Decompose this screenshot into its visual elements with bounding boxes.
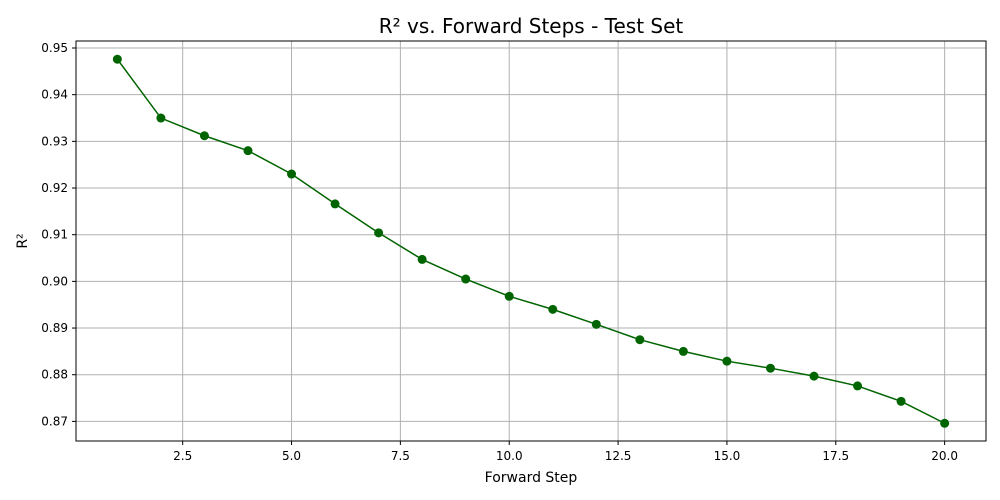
data-point: [199, 131, 209, 141]
y-tick-label: 0.93: [41, 134, 68, 148]
data-point: [678, 346, 688, 356]
plot-frame: [75, 40, 987, 442]
y-tick-label: 0.89: [41, 321, 68, 335]
x-tick-label: 15.0: [714, 449, 741, 463]
data-point: [417, 254, 427, 264]
series-line: [116, 58, 945, 424]
data-point: [548, 304, 558, 314]
ticks: 2.5 5.0 7.5 10.0 12.5 15.0 17.5 20.0 0.87 0.88 0.8…: [41, 41, 958, 463]
y-tick-label: 0.88: [41, 368, 68, 382]
y-tick-label: 0.91: [41, 228, 68, 242]
y-tick-label: 0.92: [41, 181, 68, 195]
chart-title: R² vs. Forward Steps - Test Set: [379, 14, 684, 38]
data-point: [809, 371, 819, 381]
data-point: [765, 363, 775, 373]
data-point: [287, 169, 297, 179]
x-tick-label: 20.0: [931, 449, 958, 463]
y-tick-label: 0.95: [41, 41, 68, 55]
data-point: [374, 228, 384, 238]
x-tick-label: 17.5: [822, 449, 849, 463]
data-point: [896, 396, 906, 406]
data-point: [635, 335, 645, 345]
data-point: [940, 418, 950, 428]
x-tick-label: 2.5: [173, 449, 192, 463]
data-point: [461, 274, 471, 284]
data-point: [853, 381, 863, 391]
data-point: [330, 199, 340, 209]
data-point: [156, 113, 166, 123]
x-tick-label: 12.5: [605, 449, 632, 463]
x-axis-label: Forward Step: [485, 470, 578, 486]
data-point: [722, 356, 732, 366]
y-axis-label: R²: [15, 233, 31, 248]
data-point: [591, 319, 601, 329]
y-tick-label: 0.90: [41, 274, 68, 288]
y-tick-label: 0.94: [41, 88, 68, 102]
grid: [76, 41, 986, 441]
x-tick-label: 10.0: [496, 449, 523, 463]
data-point: [243, 146, 253, 156]
x-tick-label: 7.5: [391, 449, 410, 463]
data-point: [112, 54, 122, 64]
series-layer: [112, 54, 950, 428]
data-point: [504, 291, 514, 301]
x-tick-label: 5.0: [282, 449, 301, 463]
y-tick-label: 0.87: [41, 414, 68, 428]
